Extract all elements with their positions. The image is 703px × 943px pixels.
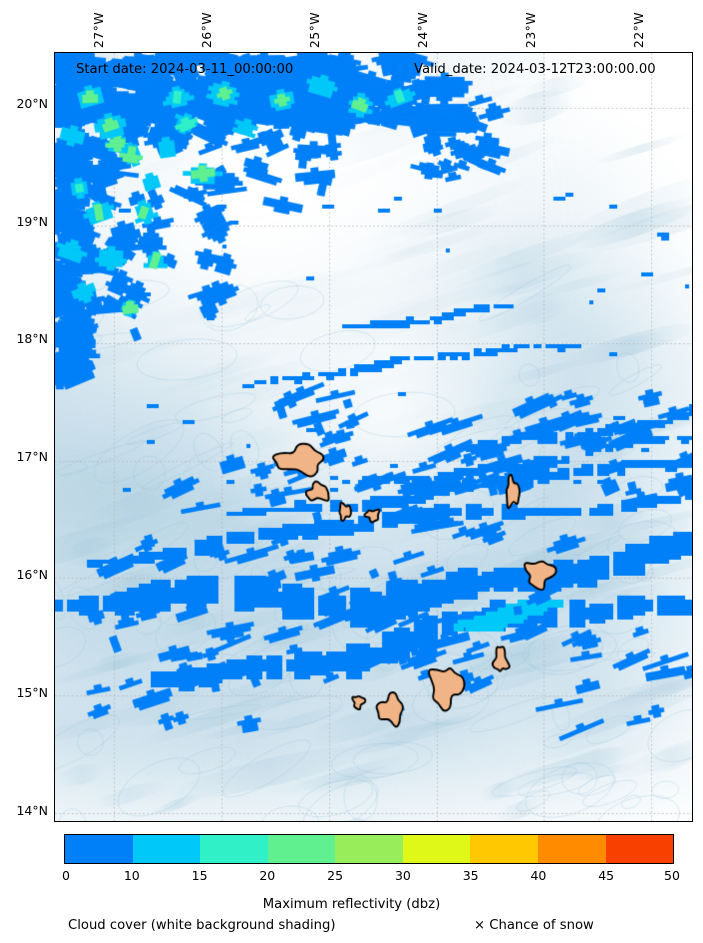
colorbar-segment-6 — [470, 835, 538, 863]
colorbar-segment-1 — [132, 835, 201, 863]
x-axis-tick-label: 26°W — [199, 11, 214, 48]
snow-legend: × Chance of snow — [474, 918, 594, 933]
colorbar-tick-label: 45 — [598, 868, 615, 883]
valid-date-label: Valid_date: 2024-03-12T23:00:00.00 — [414, 62, 656, 77]
colorbar-tick-label: 20 — [259, 868, 276, 883]
y-axis-tick-label: 17°N — [16, 449, 48, 464]
y-axis-tick-label: 20°N — [16, 96, 48, 111]
colorbar-container: 0 10 15 20 25 30 35 40 45 50 — [62, 834, 680, 883]
colorbar-tick-label: 40 — [530, 868, 547, 883]
cloud-cover-legend-label: Cloud cover (white background shading) — [68, 918, 336, 933]
colorbar-segment-0 — [65, 835, 133, 863]
snow-legend-label: Chance of snow — [489, 918, 594, 933]
colorbar-tick-label: 30 — [394, 868, 411, 883]
start-date-label: Start date: 2024-03-11_00:00:00 — [76, 62, 294, 77]
colorbar-tick-label: 15 — [191, 868, 208, 883]
snow-marker-icon: × — [474, 918, 486, 933]
y-axis-tick-label: 14°N — [16, 803, 48, 818]
colorbar-tick-label: 0 — [62, 868, 70, 883]
colorbar-segment-2 — [200, 835, 268, 863]
y-axis-tick-label: 18°N — [16, 331, 48, 346]
colorbar — [64, 834, 674, 864]
colorbar-tick-label: 25 — [327, 868, 344, 883]
x-axis-tick-label: 24°W — [415, 11, 430, 48]
colorbar-segment-3 — [267, 835, 336, 863]
x-axis-tick-label: 25°W — [307, 11, 322, 48]
map-canvas — [55, 53, 692, 821]
y-axis-tick-label: 19°N — [16, 214, 48, 229]
reflectivity-map-plot — [54, 52, 693, 822]
x-axis-tick-label: 23°W — [523, 11, 538, 48]
colorbar-tick-label: 50 — [664, 868, 680, 883]
colorbar-segment-5 — [402, 835, 471, 863]
colorbar-tick-label: 35 — [462, 868, 479, 883]
x-axis-tick-label: 27°W — [91, 11, 106, 48]
colorbar-segment-4 — [335, 835, 403, 863]
y-axis-tick-label: 15°N — [16, 685, 48, 700]
colorbar-segment-7 — [537, 835, 606, 863]
y-axis-tick-label: 16°N — [16, 567, 48, 582]
colorbar-segment-8 — [605, 835, 674, 863]
x-axis-tick-label: 22°W — [631, 11, 646, 48]
colorbar-title: Maximum reflectivity (dbz) — [262, 897, 441, 912]
colorbar-tick-label: 10 — [123, 868, 140, 883]
